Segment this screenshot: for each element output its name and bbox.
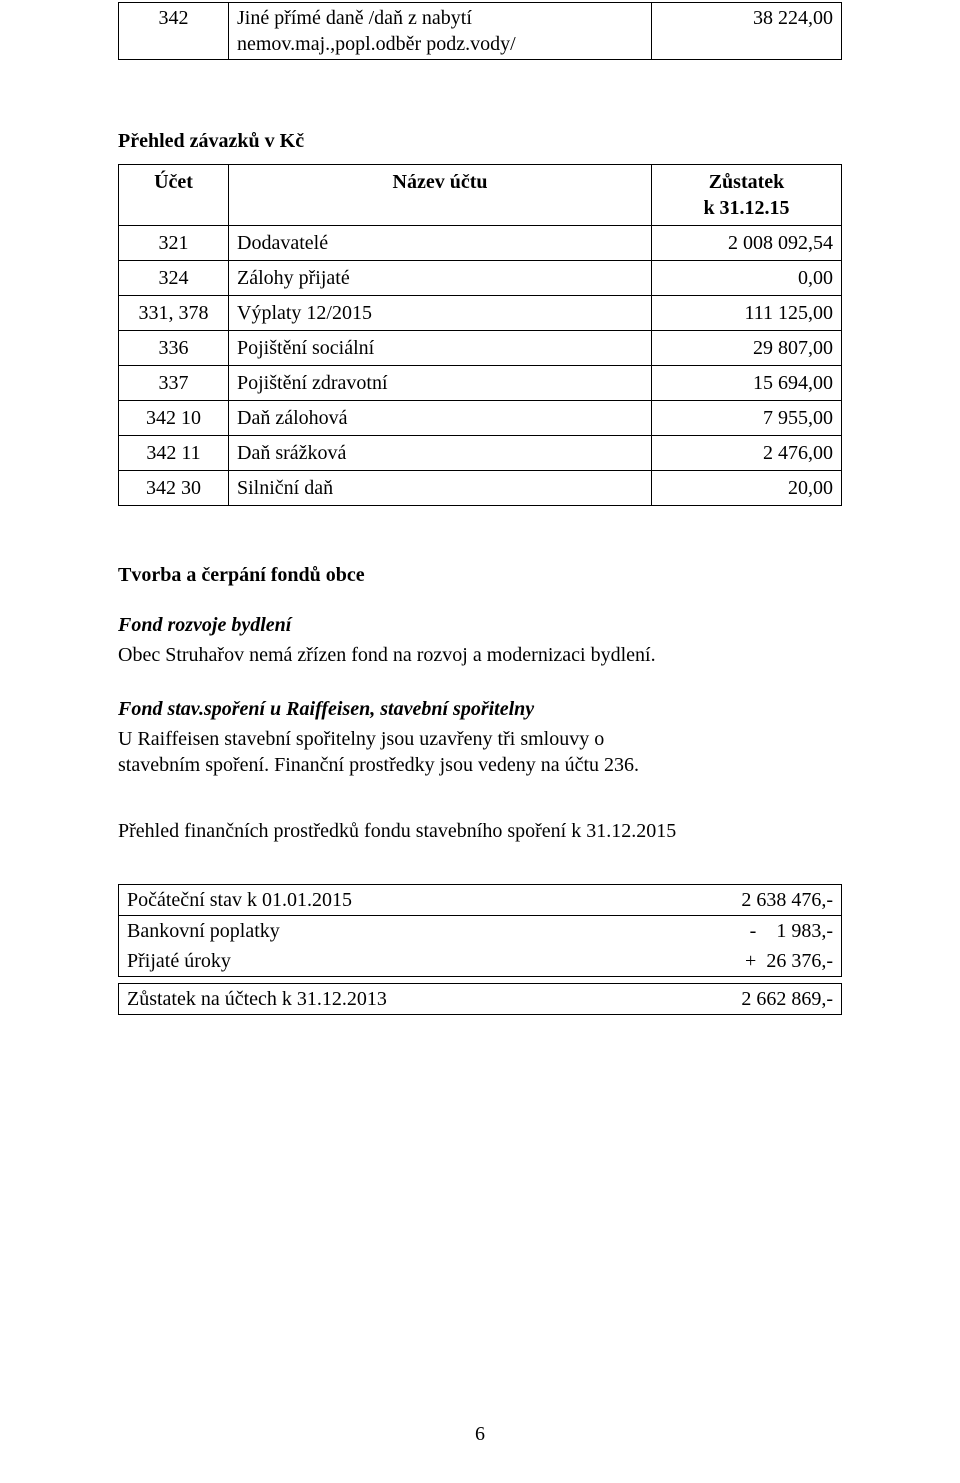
header-zustatek-line2: k 31.12.15	[703, 197, 789, 219]
cell-name: Jiné přímé daně /daň z nabytí nemov.maj.…	[229, 3, 652, 60]
text-fond-sporeni-line2: stavebním spoření. Finanční prostředky j…	[118, 754, 639, 776]
cell-code: 342	[119, 3, 229, 60]
cell-code: 342 11	[119, 436, 229, 471]
page-number: 6	[0, 1421, 960, 1447]
cell-name: Silniční daň	[229, 471, 652, 506]
cell-code: 342 10	[119, 401, 229, 436]
cell-amount: 2 008 092,54	[652, 226, 842, 261]
table-row: 342 30 Silniční daň 20,00	[119, 471, 842, 506]
cell-amount: 2 476,00	[652, 436, 842, 471]
text-fond-bydleni: Obec Struhařov nemá zřízen fond na rozvo…	[118, 642, 842, 668]
cell-name: Daň srážková	[229, 436, 652, 471]
cell-amount: 0,00	[652, 261, 842, 296]
cell-label: Zůstatek na účtech k 31.12.2013	[119, 984, 642, 1015]
cell-amount: 38 224,00	[652, 3, 842, 60]
cell-value: + 26 376,-	[642, 946, 842, 977]
table-row: 324 Zálohy přijaté 0,00	[119, 261, 842, 296]
table-top: 342 Jiné přímé daně /daň z nabytí nemov.…	[118, 2, 842, 60]
table-row: Počáteční stav k 01.01.2015 2 638 476,-	[119, 885, 842, 916]
table-row: 331, 378 Výplaty 12/2015 111 125,00	[119, 296, 842, 331]
header-zustatek: Zůstatek k 31.12.15	[652, 165, 842, 226]
header-ucet: Účet	[119, 165, 229, 226]
cell-name: Dodavatelé	[229, 226, 652, 261]
cell-amount: 20,00	[652, 471, 842, 506]
cell-value: - 1 983,-	[642, 916, 842, 947]
cell-value: 2 638 476,-	[642, 885, 842, 916]
cell-amount: 111 125,00	[652, 296, 842, 331]
table-row: Bankovní poplatky - 1 983,-	[119, 916, 842, 947]
cell-amount: 15 694,00	[652, 366, 842, 401]
cell-label: Počáteční stav k 01.01.2015	[119, 885, 642, 916]
subheading-prehled-sporeni: Přehled finančních prostředků fondu stav…	[118, 818, 842, 844]
table-row: 336 Pojištění sociální 29 807,00	[119, 331, 842, 366]
cell-label: Bankovní poplatky	[119, 916, 642, 947]
cell-value: 2 662 869,-	[642, 984, 842, 1015]
cell-name-line2: nemov.maj.,popl.odběr podz.vody/	[237, 33, 516, 55]
table-row: 321 Dodavatelé 2 008 092,54	[119, 226, 842, 261]
cell-name: Výplaty 12/2015	[229, 296, 652, 331]
cell-name: Daň zálohová	[229, 401, 652, 436]
table-row: 342 10 Daň zálohová 7 955,00	[119, 401, 842, 436]
subheading-fond-sporeni: Fond stav.spoření u Raiffeisen, stavební…	[118, 696, 842, 722]
table-row: Zůstatek na účtech k 31.12.2013 2 662 86…	[119, 984, 842, 1015]
table-summary: Počáteční stav k 01.01.2015 2 638 476,- …	[118, 884, 842, 977]
section-heading-zavazky: Přehled závazků v Kč	[118, 128, 842, 154]
cell-name-line1: Jiné přímé daně /daň z nabytí	[237, 7, 472, 29]
cell-code: 342 30	[119, 471, 229, 506]
table-row: 342 11 Daň srážková 2 476,00	[119, 436, 842, 471]
cell-amount: 7 955,00	[652, 401, 842, 436]
cell-code: 324	[119, 261, 229, 296]
cell-code: 331, 378	[119, 296, 229, 331]
cell-name: Pojištění sociální	[229, 331, 652, 366]
cell-label: Přijaté úroky	[119, 946, 642, 977]
text-fond-sporeni: U Raiffeisen stavební spořitelny jsou uz…	[118, 726, 842, 778]
cell-name: Zálohy přijaté	[229, 261, 652, 296]
table-zavazky: Účet Název účtu Zůstatek k 31.12.15 321 …	[118, 164, 842, 506]
table-row: 337 Pojištění zdravotní 15 694,00	[119, 366, 842, 401]
cell-code: 337	[119, 366, 229, 401]
header-nazev: Název účtu	[229, 165, 652, 226]
header-zustatek-line1: Zůstatek	[709, 171, 785, 193]
text-fond-sporeni-line1: U Raiffeisen stavební spořitelny jsou uz…	[118, 728, 604, 750]
table-row: Přijaté úroky + 26 376,-	[119, 946, 842, 977]
table-row: 342 Jiné přímé daně /daň z nabytí nemov.…	[119, 3, 842, 60]
cell-name: Pojištění zdravotní	[229, 366, 652, 401]
cell-amount: 29 807,00	[652, 331, 842, 366]
cell-code: 336	[119, 331, 229, 366]
table-total: Zůstatek na účtech k 31.12.2013 2 662 86…	[118, 983, 842, 1015]
subheading-fond-bydleni: Fond rozvoje bydlení	[118, 612, 842, 638]
section-heading-fondy: Tvorba a čerpání fondů obce	[118, 562, 842, 588]
table-header-row: Účet Název účtu Zůstatek k 31.12.15	[119, 165, 842, 226]
cell-code: 321	[119, 226, 229, 261]
